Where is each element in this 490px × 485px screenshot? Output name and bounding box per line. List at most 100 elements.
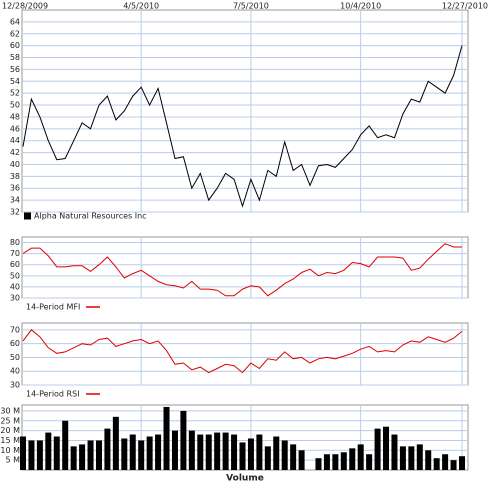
volume-bar — [62, 420, 69, 470]
volume-bar — [357, 444, 364, 470]
y-tick-label: 15 M — [0, 436, 20, 445]
volume-bar — [408, 446, 415, 470]
volume-bar — [155, 434, 162, 470]
y-tick-label: 5 M — [5, 456, 20, 465]
y-tick-label: 54 — [10, 77, 20, 86]
volume-bar — [399, 446, 406, 470]
volume-bar — [231, 434, 238, 470]
y-tick-label: 34 — [10, 196, 20, 205]
y-tick-label: 40 — [10, 282, 20, 291]
date-label: 4/5/2010 — [123, 2, 159, 11]
y-tick-label: 60 — [10, 260, 20, 269]
volume-bar — [273, 436, 280, 470]
y-tick-label: 60 — [10, 41, 20, 50]
volume-bar — [264, 446, 271, 470]
volume-bar — [171, 430, 178, 470]
y-tick-label: 36 — [10, 184, 20, 193]
volume-bar — [349, 448, 356, 470]
y-tick-label: 58 — [10, 53, 20, 62]
volume-bar — [323, 454, 330, 470]
date-label: 12/28/2009 — [2, 2, 48, 11]
y-tick-label: 48 — [10, 112, 20, 121]
volume-bar — [340, 452, 347, 470]
y-tick-label: 20 M — [0, 426, 20, 435]
plot-area — [21, 236, 469, 299]
y-tick-label: 40 — [10, 160, 20, 169]
y-tick-label: 38 — [10, 172, 20, 181]
volume-bar — [70, 446, 77, 470]
volume-bar — [315, 458, 322, 470]
volume-bar — [239, 442, 246, 470]
volume-bar — [374, 428, 381, 470]
y-tick-label: 50 — [10, 101, 20, 110]
volume-bar — [332, 454, 339, 470]
series-line — [22, 45, 463, 208]
y-tick-label: 60 — [10, 339, 20, 348]
volume-bar — [205, 434, 212, 470]
volume-bar — [433, 458, 440, 470]
y-tick-label: 64 — [10, 17, 20, 26]
y-tick-label: 42 — [10, 148, 20, 157]
legend-label: Alpha Natural Resources Inc — [34, 212, 147, 221]
date-label: 7/5/2010 — [233, 2, 269, 11]
volume-bar — [188, 430, 195, 470]
volume-bar — [112, 416, 119, 470]
volume-bar — [163, 406, 170, 470]
plot-area — [21, 322, 469, 386]
volume-bar — [79, 444, 86, 470]
volume-bar — [222, 432, 229, 470]
volume-bar — [87, 440, 94, 470]
y-tick-label: 50 — [10, 271, 20, 280]
y-tick-label: 30 — [10, 381, 20, 390]
volume-bar — [247, 438, 254, 470]
y-tick-label: 10 M — [0, 446, 20, 455]
volume-bar — [442, 454, 449, 470]
volume-bar — [28, 440, 35, 470]
x-axis-label: Volume — [226, 474, 264, 484]
volume-bar — [104, 428, 111, 470]
volume-bar — [416, 444, 423, 470]
volume-bar — [138, 440, 145, 470]
volume-bar — [214, 432, 221, 470]
y-tick-label: 80 — [10, 238, 20, 247]
volume-bar — [459, 456, 465, 470]
series-line — [22, 329, 463, 374]
volume-bar — [383, 426, 390, 470]
volume-bar — [298, 450, 305, 470]
volume-bar — [146, 436, 153, 470]
volume-bar — [53, 436, 60, 470]
volume-bar — [281, 440, 288, 470]
y-tick-label: 40 — [10, 367, 20, 376]
volume-bar — [391, 434, 398, 470]
y-tick-label: 25 M — [0, 416, 20, 425]
volume-bar — [180, 410, 187, 470]
y-tick-label: 56 — [10, 65, 20, 74]
volume-bar — [197, 434, 204, 470]
y-tick-label: 70 — [10, 325, 20, 334]
volume-bar — [129, 434, 136, 470]
volume-bar — [425, 450, 432, 470]
date-label: 10/4/2010 — [340, 2, 381, 11]
legend-label: 14-Period MFI — [26, 303, 80, 312]
volume-bar — [36, 440, 43, 470]
y-tick-label: 70 — [10, 249, 20, 258]
volume-bar — [256, 434, 263, 470]
date-label: 12/27/2010 — [442, 2, 488, 11]
plot-area — [21, 9, 469, 213]
y-tick-label: 32 — [10, 208, 20, 217]
y-tick-label: 46 — [10, 124, 20, 133]
volume-bar — [20, 436, 26, 470]
y-tick-label: 50 — [10, 353, 20, 362]
y-tick-label: 30 — [10, 294, 20, 303]
y-tick-label: 30 M — [0, 406, 20, 415]
y-tick-label: 52 — [10, 89, 20, 98]
series-line — [22, 243, 462, 297]
legend-label: 14-Period RSI — [26, 390, 80, 399]
volume-bar — [95, 440, 102, 470]
volume-bar — [450, 460, 457, 470]
volume-bar — [290, 444, 297, 470]
y-tick-label: 44 — [10, 136, 20, 145]
volume-bar — [366, 454, 373, 470]
legend-swatch — [24, 212, 31, 220]
